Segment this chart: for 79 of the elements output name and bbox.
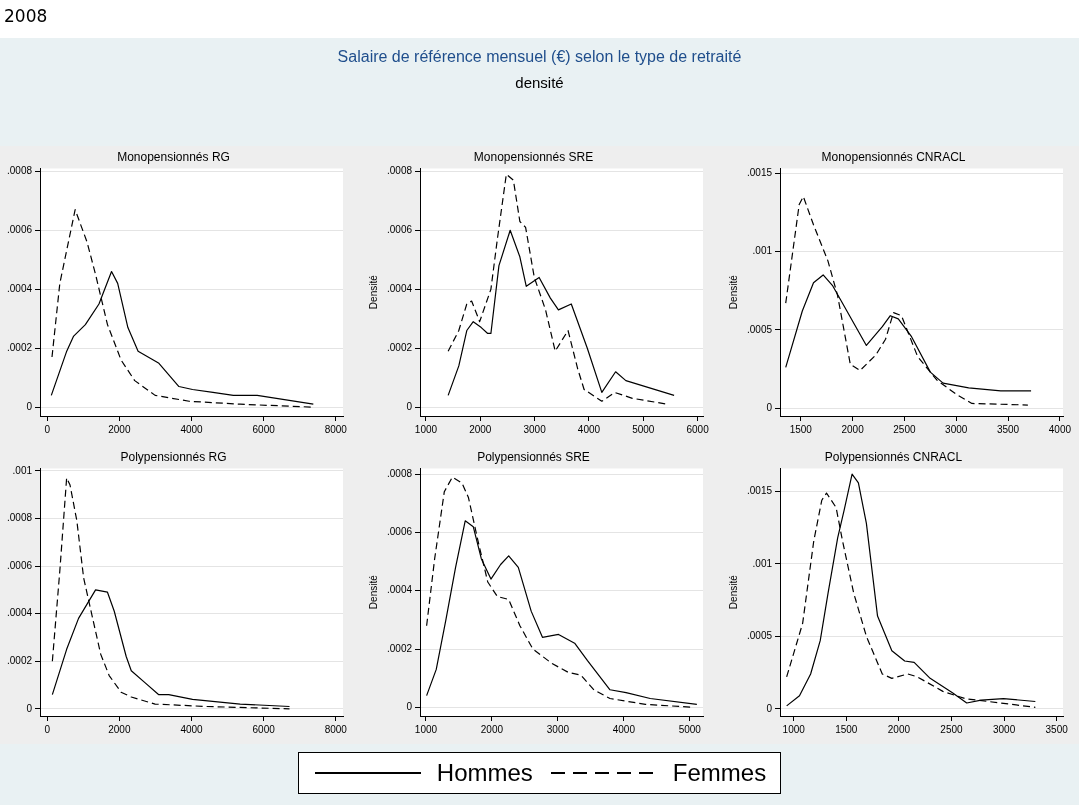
x-tick-label: 4000 — [180, 723, 204, 735]
x-tick-label: 1000 — [782, 723, 806, 735]
x-tick-label: 4000 — [612, 723, 636, 735]
x-tick-label: 2000 — [108, 423, 131, 435]
y-tick-label: 0 — [26, 400, 33, 412]
y-tick-label: .0006 — [386, 526, 413, 538]
x-tick-label: 3000 — [945, 423, 968, 435]
y-tick-label: 0 — [406, 400, 413, 412]
text: 2008 — [4, 6, 48, 26]
y-tick-label: .0006 — [6, 559, 33, 571]
y-tick-label: .0008 — [386, 467, 413, 479]
legend-label: Femmes — [672, 759, 767, 787]
y-tick-label: .0002 — [6, 654, 33, 666]
y-tick-label: 0 — [766, 401, 773, 413]
y-tick-label: .0004 — [386, 283, 413, 294]
chart-title: Polypensionnés CNRACL — [824, 449, 963, 464]
y-tick-label: .001 — [752, 557, 773, 569]
x-tick-label: 3000 — [523, 423, 547, 435]
chart-title: Monopensionnés SRE — [473, 149, 594, 164]
y-tick-label: .0006 — [386, 224, 413, 236]
chart-title: Polypensionnés RG — [120, 449, 227, 464]
y-tick-label: .0008 — [6, 512, 33, 524]
y-tick-label: .0002 — [386, 341, 413, 353]
y-tick-label: .0005 — [746, 630, 773, 642]
text: Salaire de référence mensuel (€) selon le type de retraité — [336, 48, 743, 66]
x-tick-label: 4000 — [180, 423, 204, 435]
x-tick-label: 8000 — [324, 723, 348, 735]
x-tick-label: 2500 — [940, 723, 964, 735]
x-tick-label: 6000 — [252, 423, 276, 435]
y-tick-label: .0008 — [6, 165, 33, 177]
x-tick-label: 0 — [44, 423, 51, 435]
x-tick-label: 1000 — [414, 423, 438, 435]
line-series — [785, 196, 1029, 406]
x-tick-label: 3500 — [996, 423, 1020, 435]
y-tick-label: .0004 — [386, 584, 413, 596]
x-tick-label: 1000 — [414, 723, 438, 735]
y-tick-label: .0004 — [6, 607, 33, 619]
x-tick-label: 2000 — [480, 723, 504, 735]
x-tick-label: 2000 — [841, 423, 865, 435]
legend-label: Hommes — [436, 759, 533, 787]
x-tick-label: 6000 — [686, 423, 710, 435]
x-tick-label: 2000 — [887, 723, 911, 735]
y-axis-title: Densité — [367, 574, 379, 610]
x-tick-label: 2500 — [893, 423, 916, 435]
x-tick-label: 4000 — [1048, 423, 1072, 435]
x-tick-label: 1500 — [789, 423, 813, 435]
chart-title: Monopensionnés RG — [117, 149, 230, 164]
y-axis-title: Densité — [727, 274, 739, 310]
y-tick-label: 0 — [26, 702, 33, 714]
y-tick-label: 0 — [766, 702, 773, 714]
y-axis-title: Densité — [727, 574, 739, 610]
x-tick-label: 3000 — [992, 723, 1016, 735]
y-tick-label: .001 — [752, 245, 773, 257]
y-tick-label: 0 — [406, 701, 413, 713]
y-axis-title: Densité — [367, 274, 379, 310]
x-tick-label: 3500 — [1045, 723, 1069, 735]
chart-title: Monopensionnés CNRACL — [821, 149, 966, 164]
x-tick-label: 6000 — [252, 723, 276, 735]
y-tick-label: .0004 — [6, 283, 33, 294]
x-tick-label: 1500 — [835, 723, 858, 735]
y-tick-label: .001 — [12, 464, 33, 476]
x-tick-label: 3000 — [546, 723, 570, 735]
x-tick-label: 0 — [44, 723, 51, 735]
x-tick-label: 8000 — [324, 423, 348, 435]
y-tick-label: .0015 — [746, 166, 773, 178]
x-tick-label: 4000 — [577, 423, 601, 435]
y-tick-label: .0008 — [386, 165, 413, 177]
y-tick-label: .0002 — [386, 642, 413, 654]
text: densité — [514, 74, 565, 91]
x-tick-label: 2000 — [108, 723, 131, 735]
x-tick-label: 5000 — [678, 723, 702, 735]
y-tick-label: .0006 — [6, 224, 33, 236]
y-tick-label: .0015 — [746, 485, 773, 497]
y-tick-label: .0002 — [6, 341, 33, 353]
chart-title: Polypensionnés SRE — [477, 449, 590, 464]
x-tick-label: 2000 — [469, 423, 492, 435]
x-tick-label: 5000 — [632, 423, 655, 435]
line-series — [426, 476, 693, 708]
y-tick-label: .0005 — [746, 323, 773, 335]
